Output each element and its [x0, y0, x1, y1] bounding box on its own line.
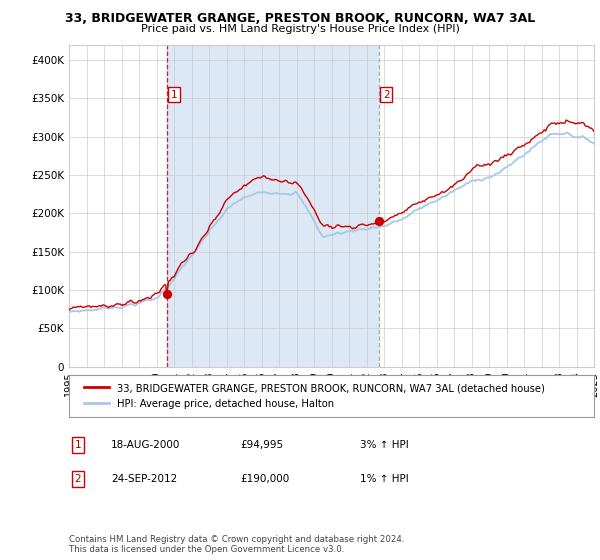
- Text: 3% ↑ HPI: 3% ↑ HPI: [360, 440, 409, 450]
- Text: 2: 2: [74, 474, 82, 484]
- Text: 1: 1: [74, 440, 82, 450]
- Text: 33, BRIDGEWATER GRANGE, PRESTON BROOK, RUNCORN, WA7 3AL: 33, BRIDGEWATER GRANGE, PRESTON BROOK, R…: [65, 12, 535, 25]
- Point: [163, 290, 172, 298]
- Text: £94,995: £94,995: [240, 440, 283, 450]
- Text: Contains HM Land Registry data © Crown copyright and database right 2024.
This d: Contains HM Land Registry data © Crown c…: [69, 535, 404, 554]
- Text: 1% ↑ HPI: 1% ↑ HPI: [360, 474, 409, 484]
- Point: [374, 217, 384, 226]
- Text: Price paid vs. HM Land Registry's House Price Index (HPI): Price paid vs. HM Land Registry's House …: [140, 24, 460, 34]
- Text: 2: 2: [383, 90, 389, 100]
- Text: 18-AUG-2000: 18-AUG-2000: [111, 440, 181, 450]
- Text: £190,000: £190,000: [240, 474, 289, 484]
- Legend: 33, BRIDGEWATER GRANGE, PRESTON BROOK, RUNCORN, WA7 3AL (detached house), HPI: A: 33, BRIDGEWATER GRANGE, PRESTON BROOK, R…: [79, 378, 550, 414]
- Text: 24-SEP-2012: 24-SEP-2012: [111, 474, 177, 484]
- Text: 1: 1: [171, 90, 178, 100]
- Bar: [167, 45, 379, 367]
